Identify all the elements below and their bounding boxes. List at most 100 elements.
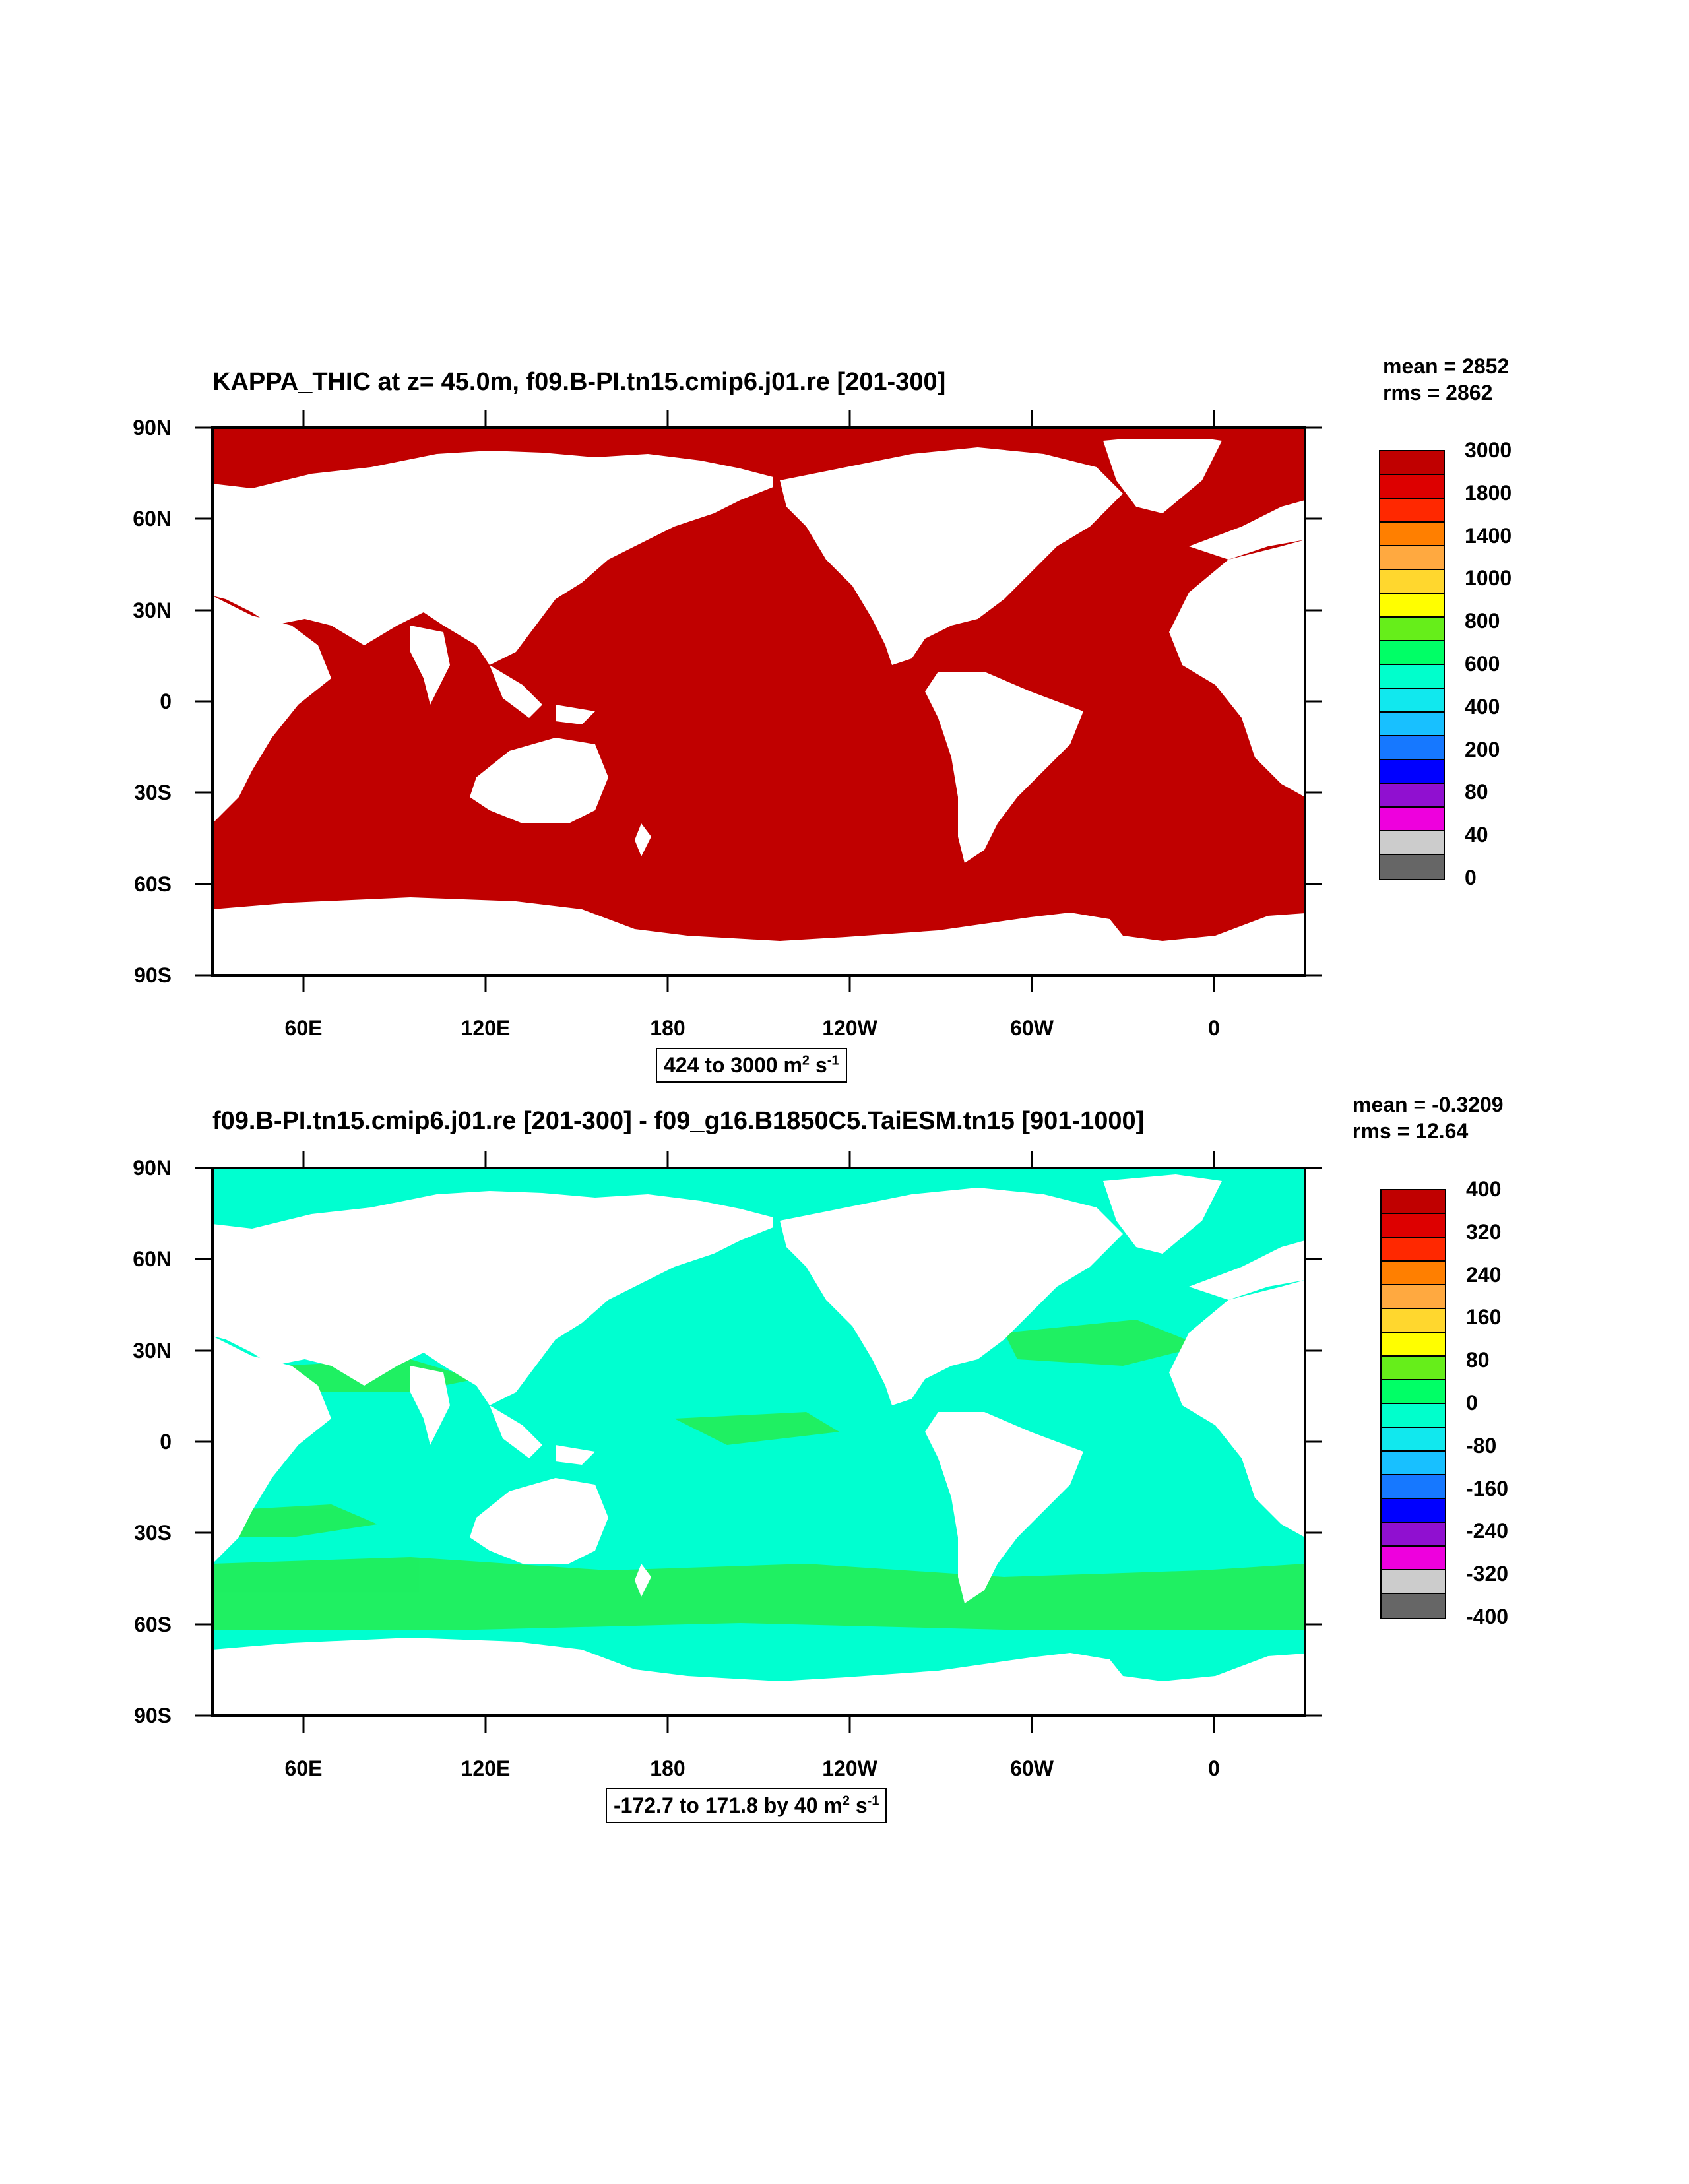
- land-masses: [212, 428, 1305, 975]
- lon-label: 60W: [1010, 1756, 1054, 1780]
- colorbar-swatch: [1382, 1214, 1445, 1238]
- colorbar-swatch: [1380, 665, 1444, 689]
- lon-label: 180: [650, 1756, 685, 1780]
- land-masses: [212, 1174, 1305, 1716]
- colorbar-swatch: [1382, 1404, 1445, 1428]
- colorbar-label: 160: [1466, 1305, 1502, 1330]
- colorbar-swatch: [1382, 1499, 1445, 1523]
- colorbar-swatch: [1382, 1333, 1445, 1357]
- southeast-asia: [490, 665, 542, 718]
- colorbar-swatch: [1382, 1190, 1445, 1214]
- lon-label: 60E: [284, 1016, 323, 1040]
- colorbar-label: 400: [1465, 694, 1500, 719]
- colorbar-swatch: [1382, 1570, 1445, 1594]
- colorbar-label: 80: [1466, 1348, 1490, 1372]
- greenland: [1103, 434, 1222, 513]
- colorbar-swatch: [1382, 1357, 1445, 1380]
- new-guinea: [556, 705, 595, 724]
- north-america: [780, 1188, 1123, 1405]
- colorbar-swatch: [1380, 451, 1444, 475]
- colorbar-label: 80: [1465, 780, 1488, 804]
- rms-stat: rms = 2862: [1383, 381, 1493, 404]
- colorbar-swatch: [1382, 1285, 1445, 1309]
- lon-label: 180: [650, 1016, 685, 1040]
- africa-west: [1169, 1280, 1305, 1537]
- colorbar-label: 320: [1466, 1219, 1502, 1244]
- colorbar-swatch: [1380, 618, 1444, 641]
- south-america: [925, 672, 1083, 863]
- lat-label: 30N: [133, 598, 172, 622]
- north-america: [780, 447, 1123, 665]
- colorbar-swatch: [1382, 1309, 1445, 1333]
- mean-stat: mean = -0.3209: [1353, 1093, 1504, 1116]
- africa-west: [1169, 540, 1305, 797]
- rms-stat: rms = 12.64: [1353, 1119, 1469, 1143]
- lat-label: 90S: [134, 1704, 172, 1727]
- colorbar-label: 3000: [1465, 438, 1512, 462]
- colorbar-label: 240: [1466, 1262, 1502, 1287]
- lon-label: 120W: [822, 1016, 877, 1040]
- antarctica: [212, 897, 1305, 975]
- colorbar-swatch: [1382, 1452, 1445, 1475]
- colorbar-swatch: [1380, 713, 1444, 736]
- colorbar-label: -80: [1466, 1433, 1497, 1458]
- new-guinea: [556, 1445, 595, 1465]
- lon-label: 60E: [284, 1756, 323, 1780]
- colorbar-label: 400: [1466, 1177, 1502, 1201]
- contour-range-label: 424 to 3000 m2 s-1: [656, 1048, 847, 1083]
- colorbar-swatch: [1380, 594, 1444, 618]
- southeast-asia: [490, 1405, 542, 1458]
- lat-label: 60S: [134, 1613, 172, 1636]
- colorbar-swatch: [1380, 499, 1444, 523]
- eurasia: [212, 451, 773, 665]
- lat-label: 0: [160, 1430, 172, 1454]
- lon-label: 120E: [461, 1016, 511, 1040]
- colorbar-swatch: [1380, 784, 1444, 808]
- australia: [470, 738, 608, 823]
- south-america: [925, 1412, 1083, 1603]
- colorbar-swatch: [1380, 570, 1444, 594]
- colorbar-label: 200: [1465, 737, 1500, 761]
- axis-frame: [195, 410, 1322, 992]
- colorbar-swatch: [1380, 808, 1444, 831]
- colorbar-swatch: [1380, 736, 1444, 760]
- colorbar: [1379, 450, 1445, 880]
- colorbar-label: 40: [1465, 823, 1488, 847]
- ocean-map: [212, 428, 1305, 975]
- colorbar-label: -160: [1466, 1476, 1509, 1500]
- lat-label: 60S: [134, 872, 172, 896]
- contour-range-label: -172.7 to 171.8 by 40 m2 s-1: [606, 1788, 887, 1823]
- colorbar-label: 1000: [1465, 566, 1512, 591]
- new-zealand: [635, 1564, 651, 1597]
- colorbar-swatch: [1382, 1475, 1445, 1499]
- ocean-map: [212, 1168, 1305, 1716]
- arctic-edge: [212, 428, 1305, 439]
- lat-label: 30N: [133, 1339, 172, 1363]
- lon-label: 0: [1208, 1756, 1220, 1780]
- lat-label: 90S: [134, 963, 172, 987]
- lat-label: 30S: [134, 781, 172, 804]
- colorbar-label: -240: [1466, 1519, 1509, 1543]
- europe: [1189, 1240, 1305, 1300]
- colorbar-swatch: [1382, 1262, 1445, 1285]
- africa: [212, 596, 331, 823]
- new-zealand: [635, 823, 651, 856]
- panel-title: f09.B-PI.tn15.cmip6.j01.re [201-300] - f…: [212, 1107, 1145, 1135]
- axis-frame: [195, 1151, 1322, 1733]
- lon-label: 120W: [822, 1756, 877, 1780]
- antarctica: [212, 1638, 1305, 1716]
- colorbar-label: 800: [1465, 609, 1500, 633]
- india: [410, 1366, 450, 1445]
- panel-title: KAPPA_THIC at z= 45.0m, f09.B-PI.tn15.cm…: [212, 368, 946, 396]
- lat-label: 90N: [133, 1156, 172, 1180]
- colorbar-label: -320: [1466, 1562, 1509, 1586]
- lon-label: 60W: [1010, 1016, 1054, 1040]
- colorbar-swatch: [1382, 1380, 1445, 1404]
- greenland: [1103, 1174, 1222, 1254]
- colorbar-swatch: [1382, 1523, 1445, 1547]
- australia: [470, 1478, 608, 1564]
- colorbar-swatch: [1382, 1547, 1445, 1570]
- colorbar-swatch: [1382, 1594, 1445, 1618]
- lat-label: 30S: [134, 1521, 172, 1545]
- colorbar-swatch: [1380, 523, 1444, 546]
